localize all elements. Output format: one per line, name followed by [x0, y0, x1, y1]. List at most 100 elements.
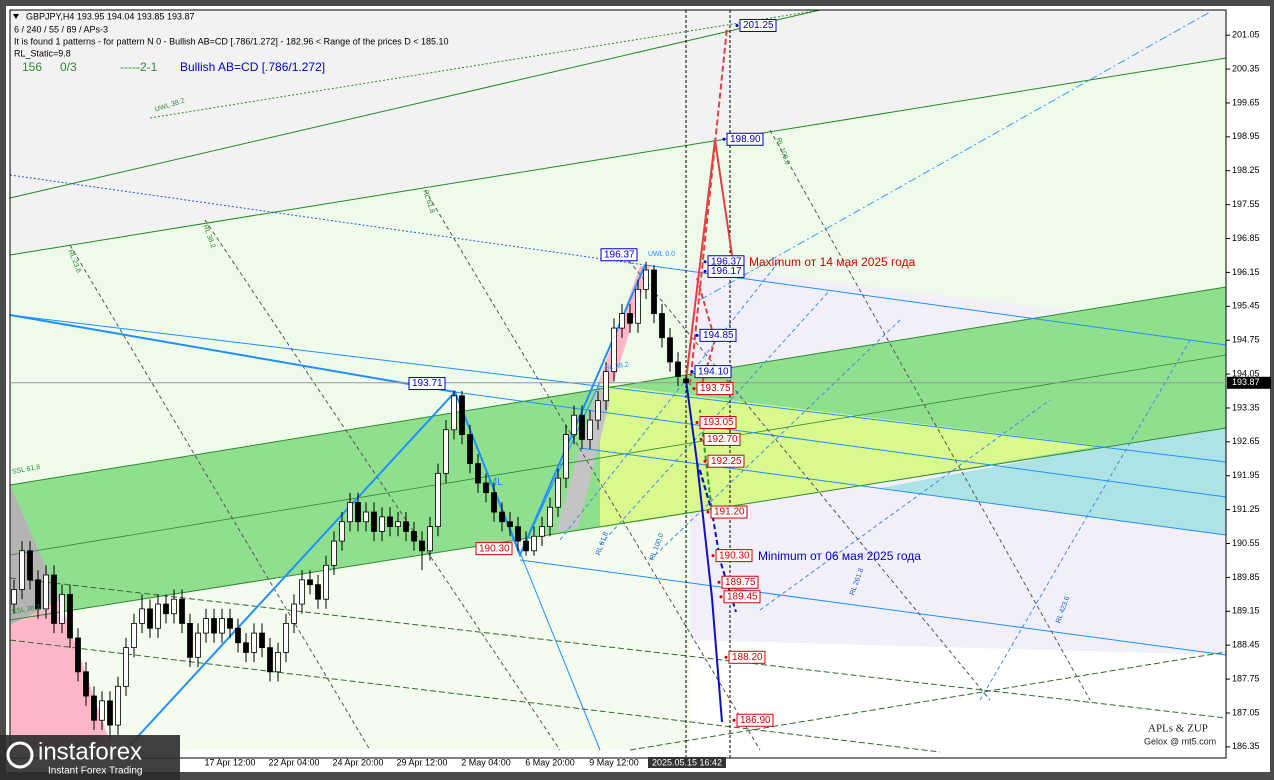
- current-price-tag: [1227, 376, 1271, 389]
- blue-line: [9, 314, 1227, 463]
- price-tag-label: 192.70: [707, 434, 738, 445]
- y-tick-label: 201.05: [1232, 30, 1260, 40]
- price-tag-marker: [732, 718, 736, 722]
- candle-body: [547, 506, 553, 527]
- candle-body: [195, 632, 201, 658]
- zigzag-line: [9, 314, 456, 393]
- candle-body: [315, 584, 321, 600]
- candle-body: [587, 419, 593, 440]
- price-tag-label: 186.90: [740, 715, 771, 726]
- candle-body: [171, 598, 177, 615]
- x-tick-label: 2025.05.15 16:42: [652, 757, 722, 767]
- zone-light-green: [10, 58, 1226, 485]
- candle-body: [563, 434, 569, 479]
- price-tag-box: [694, 365, 732, 379]
- x-tick-label: 6 May 20:00: [525, 757, 575, 767]
- candle-body: [235, 627, 241, 644]
- price-tag-box: [736, 713, 774, 727]
- level-label: ML: [488, 476, 503, 488]
- y-tick-label: 194.75: [1232, 335, 1260, 345]
- x-tick-label: 22 Apr 04:00: [268, 757, 319, 767]
- price-tag-marker: [717, 580, 721, 584]
- black-fan: [204, 219, 561, 751]
- candle-body: [155, 603, 161, 629]
- price-tag-marker: [735, 23, 739, 27]
- price-tag-box: [739, 18, 777, 32]
- candle-body: [683, 378, 689, 384]
- candle-body: [187, 623, 193, 658]
- candle-body: [603, 371, 609, 402]
- candle-body: [163, 603, 169, 615]
- candle-body: [83, 671, 89, 697]
- price-tag-marker: [719, 595, 723, 599]
- candle-body: [379, 516, 385, 532]
- plot-border: [9, 9, 1227, 759]
- candle-body: [443, 429, 449, 474]
- candle-body: [611, 327, 617, 373]
- y-tick-label: 189.85: [1232, 572, 1260, 582]
- y-tick-label: 195.45: [1232, 301, 1260, 311]
- candle-body: [499, 511, 505, 523]
- y-tick-label: 190.55: [1232, 538, 1260, 548]
- status-code: -----2-1: [120, 60, 158, 74]
- candle-body: [467, 434, 473, 465]
- y-tick-label: 191.95: [1232, 470, 1260, 480]
- level-label: UWL 0.0: [648, 251, 675, 258]
- logo-background: [0, 735, 180, 780]
- black-fan: [619, 249, 991, 701]
- y-tick-label: 188.45: [1232, 640, 1260, 650]
- settings-line: 6 / 240 / 55 / 89 / APs-3: [14, 24, 108, 34]
- price-tag-box: [728, 650, 766, 664]
- candle-body: [651, 269, 657, 314]
- candle-body: [347, 501, 353, 523]
- point-label-box: [408, 377, 446, 391]
- price-tag-label: 193.75: [700, 383, 731, 394]
- price-tag-marker: [695, 333, 699, 337]
- y-tick-label: 196.85: [1232, 233, 1260, 243]
- y-tick-label: 187.05: [1232, 707, 1260, 717]
- candle-body: [259, 632, 265, 649]
- price-tag-marker: [699, 437, 703, 441]
- candle-body: [667, 337, 673, 363]
- channel-median: [9, 354, 1227, 556]
- point-label: 196.37: [604, 249, 635, 260]
- candle-body: [27, 550, 33, 581]
- annotation: Minimum от 06 мая 2025 года: [758, 549, 921, 563]
- price-tag-marker: [711, 554, 715, 558]
- x-tick-label: 17 Apr 12:00: [204, 757, 255, 767]
- y-tick-label: 198.95: [1232, 131, 1260, 141]
- y-tick-label: 189.15: [1232, 606, 1260, 616]
- blue-line: [644, 264, 1227, 346]
- channel-edge: [9, 286, 1227, 486]
- blue-line: [454, 391, 601, 751]
- candle-body: [267, 647, 273, 673]
- candle-body: [51, 574, 57, 624]
- collapse-arrow: [13, 14, 19, 19]
- price-tag-box: [703, 432, 741, 446]
- green-dashed: [9, 639, 941, 753]
- pattern-info: It is found 1 patterns - for pattern N 0…: [14, 36, 449, 46]
- green-dashed: [629, 651, 1227, 751]
- price-tag-label: 188.20: [732, 652, 763, 663]
- price-tag-marker: [703, 269, 707, 273]
- green-dashed: [9, 577, 1227, 719]
- blue-line: [519, 559, 1227, 656]
- candle-body: [355, 501, 361, 523]
- blue-fan: [759, 399, 1051, 611]
- point-label: 190.30: [479, 543, 510, 554]
- x-tick-label: 2 May 04:00: [461, 757, 511, 767]
- y-tick-label: 193.35: [1232, 402, 1260, 412]
- candle-body: [371, 511, 377, 532]
- candle-body: [363, 511, 369, 523]
- price-tag-box: [696, 382, 734, 396]
- price-tag-box: [723, 590, 761, 604]
- projection-red-dashed: [689, 27, 728, 386]
- price-tag-label: 194.10: [698, 366, 729, 377]
- candle-body: [203, 618, 209, 634]
- candle-body: [219, 618, 225, 634]
- zone-cyan: [880, 428, 1226, 535]
- channel-edge: [9, 427, 1227, 621]
- candle-body: [595, 400, 601, 421]
- price-tag-label: 190.30: [719, 550, 750, 561]
- price-tag-marker: [690, 370, 694, 374]
